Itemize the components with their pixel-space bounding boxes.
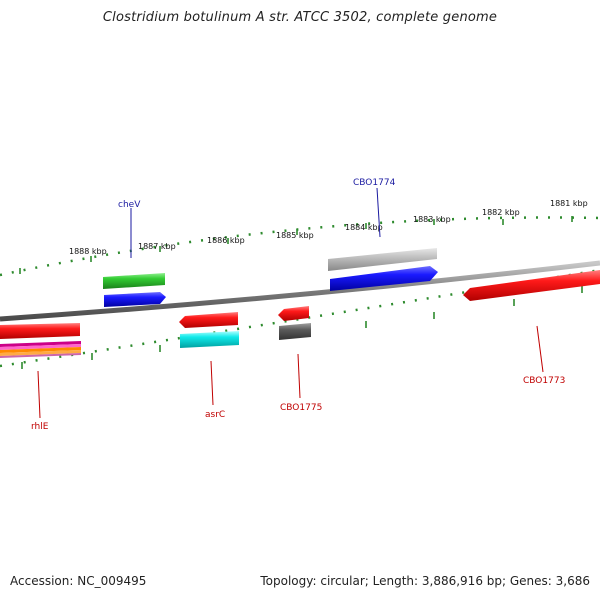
gene-cbo1774-cds[interactable] — [330, 266, 438, 291]
gene-asrc-cds[interactable] — [179, 312, 238, 328]
map-title: Clostridium botulinum A str. ATCC 3502, … — [102, 10, 498, 25]
gene-label-asrc[interactable]: asrC — [205, 410, 225, 420]
outer-scale-dots — [0, 216, 600, 277]
gene-chev-cds[interactable] — [104, 292, 166, 307]
outer-scale-major-ticks — [19, 216, 573, 274]
gene-label-chev[interactable]: cheV — [118, 200, 141, 210]
reverse-strand-genes — [0, 270, 600, 358]
gene-label-cbo1774[interactable]: CBO1774 — [353, 178, 396, 188]
gene-cbo1775-feature[interactable] — [279, 323, 311, 340]
gene-rhle-cds[interactable] — [0, 323, 80, 339]
gene-label-cbo1775[interactable]: CBO1775 — [280, 403, 322, 413]
scale-label: 1883 kbp — [413, 215, 451, 224]
cbo1774-leader — [376, 187, 381, 238]
gene-asrc-feature[interactable] — [180, 331, 239, 348]
accession-text: Accession: NC_009495 — [10, 574, 147, 588]
asrc-leader — [210, 360, 214, 406]
gene-cbo1775-cds[interactable] — [278, 306, 309, 321]
scale-label: 1886 kbp — [207, 236, 245, 245]
gene-cbo1773-cds[interactable] — [463, 270, 600, 301]
cbo1775-leader — [297, 353, 301, 399]
scale-label: 1888 kbp — [69, 247, 107, 256]
outer-scale-ring — [0, 216, 600, 277]
gene-label-rhle[interactable]: rhlE — [31, 422, 49, 432]
genome-backbone — [0, 260, 600, 322]
scale-label: 1884 kbp — [345, 223, 383, 232]
forward-strand-genes — [103, 248, 438, 307]
scale-labels: 1888 kbp 1887 kbp 1886 kbp 1885 kbp 1884… — [69, 199, 588, 256]
rhle-leader — [37, 370, 41, 419]
gene-chev-feature[interactable] — [103, 273, 165, 289]
inner-scale-major-ticks — [21, 286, 583, 369]
scale-label: 1882 kbp — [482, 208, 520, 217]
scale-label: 1885 kbp — [276, 231, 314, 240]
gene-label-cbo1773[interactable]: CBO1773 — [523, 376, 565, 386]
genome-summary-text: Topology: circular; Length: 3,886,916 bp… — [260, 574, 590, 588]
inner-scale-dots — [0, 268, 600, 368]
cbo1773-leader — [536, 325, 544, 373]
label-leaders — [37, 187, 544, 419]
gene-cbo1774-feature[interactable] — [328, 248, 437, 271]
inner-scale-ring — [0, 268, 600, 369]
scale-label: 1881 kbp — [550, 199, 588, 208]
gene-rhle-feature-stack[interactable] — [0, 341, 81, 358]
gene-labels: cheV CBO1774 rhlE asrC CBO1775 CBO1773 — [31, 178, 565, 432]
scale-label: 1887 kbp — [138, 242, 176, 251]
